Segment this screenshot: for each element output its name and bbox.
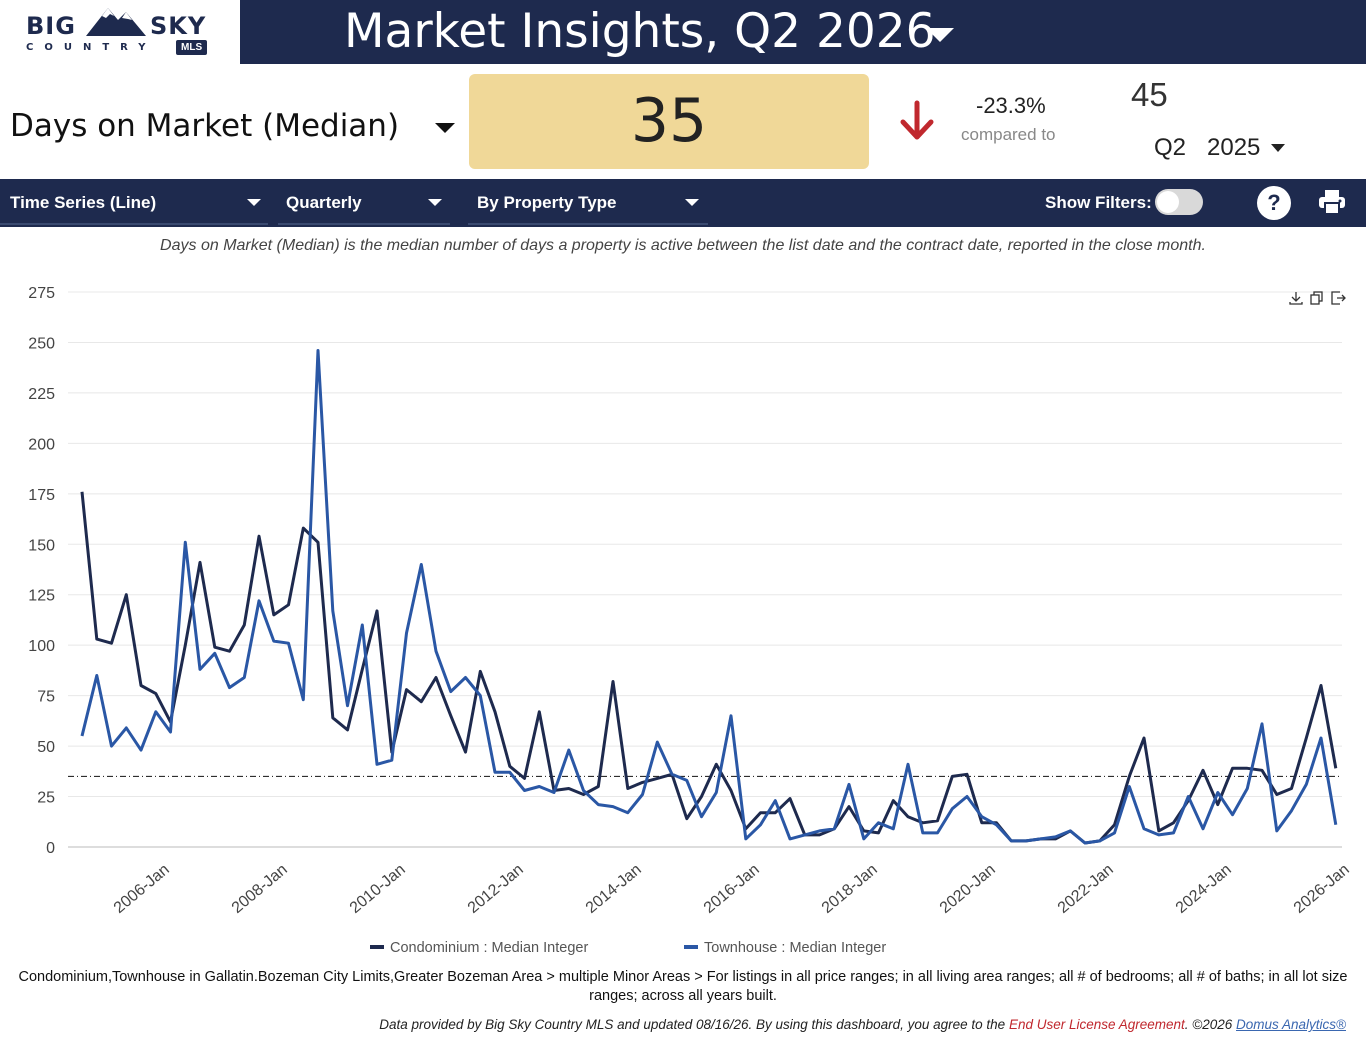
- chart-grid: [68, 291, 1342, 848]
- x-tick-label: 2022-Jan: [1055, 861, 1117, 917]
- credit-line: Data provided by Big Sky Country MLS and…: [0, 1017, 1346, 1032]
- x-tick-label: 2018-Jan: [819, 861, 881, 917]
- x-tick-label: 2026-Jan: [1291, 861, 1353, 917]
- show-filters-label: Show Filters:: [1045, 193, 1152, 212]
- chart-type-dropdown[interactable]: Time Series (Line): [10, 193, 157, 212]
- y-tick-label: 200: [28, 436, 55, 453]
- y-tick-label: 50: [37, 739, 55, 756]
- x-tick-label: 2020-Jan: [937, 861, 999, 917]
- header-bar: Market Insights, Q2 2026: [240, 0, 1366, 64]
- x-tick-label: 2006-Jan: [111, 861, 173, 917]
- download-icon[interactable]: [1289, 292, 1303, 305]
- legend-label[interactable]: Condominium : Median Integer: [390, 940, 588, 956]
- copy-icon[interactable]: [1310, 291, 1323, 305]
- x-tick-label: 2016-Jan: [701, 861, 763, 917]
- credit-text: Data provided by Big Sky Country MLS and…: [379, 1017, 1009, 1032]
- previous-year-selector[interactable]: 2025: [1207, 134, 1261, 161]
- y-tick-label: 225: [28, 386, 55, 403]
- domus-link[interactable]: Domus Analytics®: [1236, 1017, 1346, 1032]
- toolbar: Time Series (Line) Quarterly By Property…: [0, 179, 1366, 227]
- x-axis-ticks: 2006-Jan 2008-Jan 2010-Jan 2012-Jan 2014-Jan…: [111, 861, 1353, 917]
- chart-legend: Condominium : Median Integer Townhouse : …: [370, 940, 886, 956]
- metric-value: 35: [469, 74, 869, 169]
- y-tick-label: 75: [37, 689, 55, 706]
- export-icon[interactable]: [1331, 291, 1346, 305]
- series-line-0: [80, 491, 1338, 845]
- toggle-knob: [1157, 191, 1179, 213]
- metric-description: Days on Market (Median) is the median nu…: [160, 237, 1206, 254]
- interval-underline: [278, 223, 450, 225]
- show-filters-toggle[interactable]: [1155, 189, 1203, 215]
- x-tick-label: 2012-Jan: [465, 861, 527, 917]
- metric-row: Days on Market (Median) 35 -23.3% compar…: [0, 64, 1366, 179]
- y-tick-label: 0: [46, 840, 55, 857]
- legend-label[interactable]: Townhouse : Median Integer: [704, 940, 886, 956]
- chart-type-underline: [0, 223, 268, 225]
- grouping-dropdown[interactable]: By Property Type: [477, 193, 617, 212]
- y-tick-label: 150: [28, 537, 55, 554]
- metric-dropdown-caret-icon[interactable]: [435, 123, 455, 133]
- y-axis-ticks: 0 25 50 75 100 125 150 175 200 225 250 275: [28, 285, 55, 857]
- interval-dropdown[interactable]: Quarterly: [286, 193, 362, 212]
- percent-change: -23.3%: [976, 93, 1046, 118]
- y-tick-label: 275: [28, 285, 55, 302]
- compared-to-label: compared to: [961, 125, 1056, 144]
- interval-caret-icon[interactable]: [428, 199, 442, 206]
- previous-year-caret-icon[interactable]: [1271, 144, 1285, 152]
- credit-middle: . ©2026: [1184, 1017, 1237, 1032]
- logo: BIG SKY COUNTRY MLS: [0, 0, 240, 64]
- grouping-underline: [468, 223, 708, 225]
- mountain-logo-icon: [86, 8, 146, 36]
- x-tick-label: 2024-Jan: [1173, 861, 1235, 917]
- y-tick-label: 25: [37, 790, 55, 807]
- period-dropdown-caret-icon[interactable]: [926, 28, 954, 42]
- y-tick-label: 250: [28, 335, 55, 352]
- down-arrow-icon: [900, 100, 934, 140]
- logo-text-sky: SKY: [150, 12, 207, 40]
- x-tick-label: 2010-Jan: [347, 861, 409, 917]
- chart-toolbar[interactable]: [1289, 291, 1346, 305]
- x-tick-label: 2008-Jan: [229, 861, 291, 917]
- print-icon[interactable]: [1318, 189, 1346, 215]
- x-tick-label: 2014-Jan: [583, 861, 645, 917]
- y-tick-label: 175: [28, 487, 55, 504]
- previous-quarter: Q2: [1154, 134, 1187, 161]
- eula-link[interactable]: End User License Agreement: [1008, 1017, 1185, 1032]
- y-tick-label: 100: [28, 638, 55, 655]
- grouping-caret-icon[interactable]: [685, 199, 699, 206]
- series-line-1: [80, 349, 1338, 845]
- help-icon[interactable]: ?: [1257, 186, 1291, 220]
- chart-type-caret-icon[interactable]: [247, 199, 261, 206]
- logo-text-country: COUNTRY: [26, 42, 157, 53]
- previous-value: 45: [1131, 76, 1168, 113]
- logo-mls-badge: MLS: [176, 40, 208, 55]
- chart-lines: [80, 349, 1338, 845]
- logo-text-big: BIG: [26, 12, 76, 40]
- metric-selector[interactable]: Days on Market (Median): [10, 108, 400, 144]
- y-tick-label: 125: [28, 588, 55, 605]
- line-chart: 0 25 50 75 100 125 150 175 200 225 250 275 2006-Jan…: [28, 285, 1353, 956]
- filter-summary: Condominium,Townhouse in Gallatin.Bozema…: [18, 969, 1348, 1004]
- page-title: Market Insights, Q2 2026: [344, 4, 936, 59]
